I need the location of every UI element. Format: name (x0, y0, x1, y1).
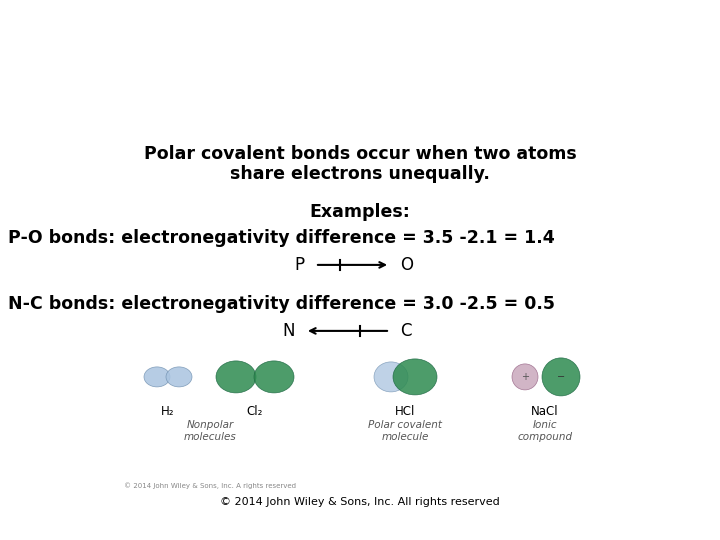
Text: C: C (400, 322, 412, 340)
Text: H₂: H₂ (161, 405, 175, 418)
Ellipse shape (393, 359, 437, 395)
Text: N-C bonds: electronegativity difference = 3.0 -2.5 = 0.5: N-C bonds: electronegativity difference … (8, 295, 555, 313)
Text: P-O bonds: electronegativity difference = 3.5 -2.1 = 1.4: P-O bonds: electronegativity difference … (8, 229, 554, 247)
Text: P: P (295, 256, 305, 274)
Text: Polar covalent
molecule: Polar covalent molecule (368, 420, 442, 442)
Text: +: + (521, 372, 529, 382)
Text: Ionic
compound: Ionic compound (518, 420, 572, 442)
Text: HCl: HCl (395, 405, 415, 418)
Text: −: − (557, 372, 565, 382)
Ellipse shape (144, 367, 170, 387)
Text: N: N (282, 322, 295, 340)
Text: Examples:: Examples: (310, 203, 410, 221)
Ellipse shape (166, 367, 192, 387)
Text: Polar covalent bonds occur when two atoms: Polar covalent bonds occur when two atom… (143, 145, 577, 163)
Text: Bonding Continuum:: Bonding Continuum: (152, 28, 568, 62)
Text: © 2014 John Wiley & Sons, Inc. All rights reserved: © 2014 John Wiley & Sons, Inc. All right… (220, 497, 500, 507)
Text: Nonpolar
molecules: Nonpolar molecules (184, 420, 236, 442)
Ellipse shape (254, 361, 294, 393)
Ellipse shape (216, 361, 256, 393)
Text: NaCl: NaCl (531, 405, 559, 418)
Text: Cl₂: Cl₂ (247, 405, 264, 418)
Ellipse shape (512, 364, 538, 390)
Ellipse shape (374, 362, 408, 392)
Text: © 2014 John Wiley & Sons, Inc. A rights reserved: © 2014 John Wiley & Sons, Inc. A rights … (124, 482, 296, 489)
Ellipse shape (542, 358, 580, 396)
Text: O: O (400, 256, 413, 274)
Text: share electrons unequally.: share electrons unequally. (230, 165, 490, 183)
Text: Polar Covalent Bonds: Polar Covalent Bonds (143, 82, 577, 116)
